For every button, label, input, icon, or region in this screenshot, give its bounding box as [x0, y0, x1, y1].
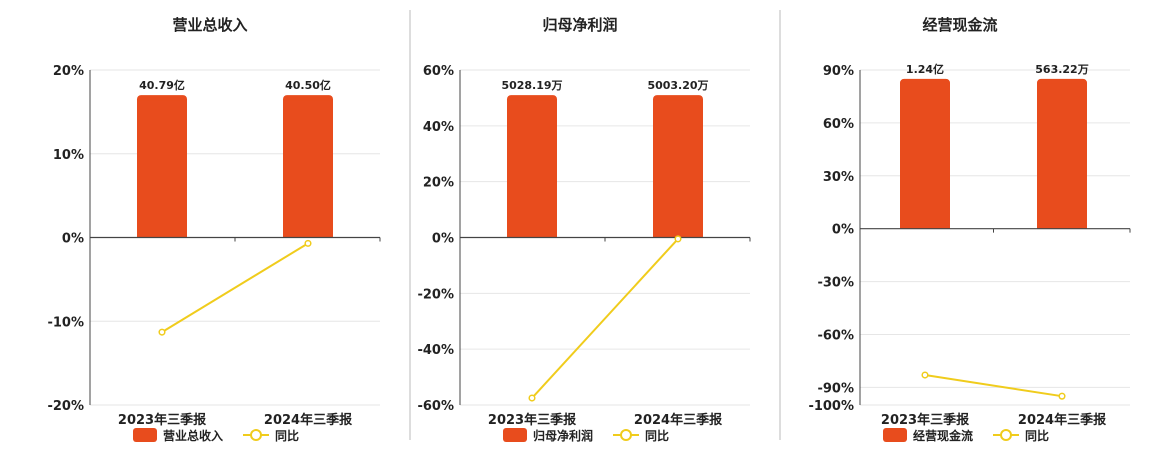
legend-bar-label: 营业总收入	[163, 428, 223, 443]
legend-line-marker	[250, 429, 262, 441]
y-tick-label: -20%	[417, 287, 454, 302]
legend-line-marker	[1000, 429, 1012, 441]
y-tick-label: 30%	[823, 170, 854, 185]
y-tick-label: 20%	[423, 176, 454, 191]
y-tick-label: 40%	[423, 120, 454, 135]
yoy-point	[528, 394, 536, 402]
y-tick-label: 60%	[423, 64, 454, 79]
yoy-line	[924, 374, 1063, 398]
legend-line-marker	[620, 429, 632, 441]
bar-body	[283, 100, 333, 238]
yoy-point	[674, 235, 682, 243]
bar-body	[653, 100, 703, 238]
bar-body	[1037, 83, 1087, 229]
bar-data-label: 1.24亿	[906, 62, 944, 76]
x-tick-label: 2024年三季报	[634, 412, 723, 428]
y-tick-label: -20%	[47, 399, 84, 414]
legend-bar-label: 经营现金流	[913, 428, 973, 443]
y-tick-label: -40%	[417, 343, 454, 358]
yoy-line	[531, 238, 679, 399]
yoy-point	[304, 239, 312, 247]
bar-body	[900, 83, 950, 229]
bar-data-label: 40.79亿	[139, 78, 185, 92]
y-tick-label: -60%	[817, 328, 854, 343]
legend-bar-swatch	[883, 428, 907, 442]
legend-bar-label: 归母净利润	[533, 428, 593, 443]
x-tick-label: 2024年三季报	[264, 412, 353, 428]
legend-bar-swatch	[503, 428, 527, 442]
bar-data-label: 5003.20万	[647, 79, 708, 92]
chart-panel-1: 营业总收入 20% 10% 0% -10% -20% 40.79亿 2023年三季报 40.50…	[47, 16, 381, 443]
chart-title: 营业总收入	[172, 16, 247, 34]
chart-title: 经营现金流	[922, 16, 997, 34]
y-tick-label: 0%	[832, 223, 854, 238]
yoy-point	[921, 371, 929, 379]
bar-data-label: 40.50亿	[285, 78, 331, 92]
legend-line-label: 同比	[645, 428, 669, 443]
y-tick-label: 0%	[432, 232, 454, 247]
bar-data-label: 5028.19万	[501, 79, 562, 92]
x-tick-label: 2023年三季报	[488, 412, 577, 428]
bar-body	[137, 100, 187, 238]
legend-line-label: 同比	[275, 428, 299, 443]
bar-data-label: 563.22万	[1035, 63, 1088, 76]
yoy-point	[158, 328, 166, 336]
y-tick-label: 10%	[53, 148, 84, 163]
y-tick-label: 90%	[823, 64, 854, 79]
chart-panel-2: 归母净利润 60% 40% 20% 0% -20% -40% -60% 5028.19万 2023…	[417, 16, 751, 443]
y-tick-label: 60%	[823, 117, 854, 132]
chart-title: 归母净利润	[542, 16, 617, 34]
legend-bar-swatch	[133, 428, 157, 442]
legend-line-label: 同比	[1025, 428, 1049, 443]
y-tick-label: 0%	[62, 232, 84, 247]
y-tick-label: -30%	[817, 276, 854, 291]
x-tick-label: 2023年三季报	[881, 412, 970, 428]
x-tick-label: 2024年三季报	[1018, 412, 1107, 428]
yoy-point	[1058, 392, 1066, 400]
y-tick-label: 20%	[53, 64, 84, 79]
y-tick-label: -60%	[417, 399, 454, 414]
chart-panel-3: 经营现金流 90% 60% 30% 0% -30% -60% -90% -100% 1.24亿 20…	[808, 16, 1131, 443]
y-tick-label: -90%	[817, 381, 854, 396]
bar-body	[507, 100, 557, 238]
y-tick-label: -10%	[47, 315, 84, 330]
y-tick-label: -100%	[808, 399, 854, 414]
x-tick-label: 2023年三季报	[118, 412, 207, 428]
yoy-line	[161, 242, 309, 333]
